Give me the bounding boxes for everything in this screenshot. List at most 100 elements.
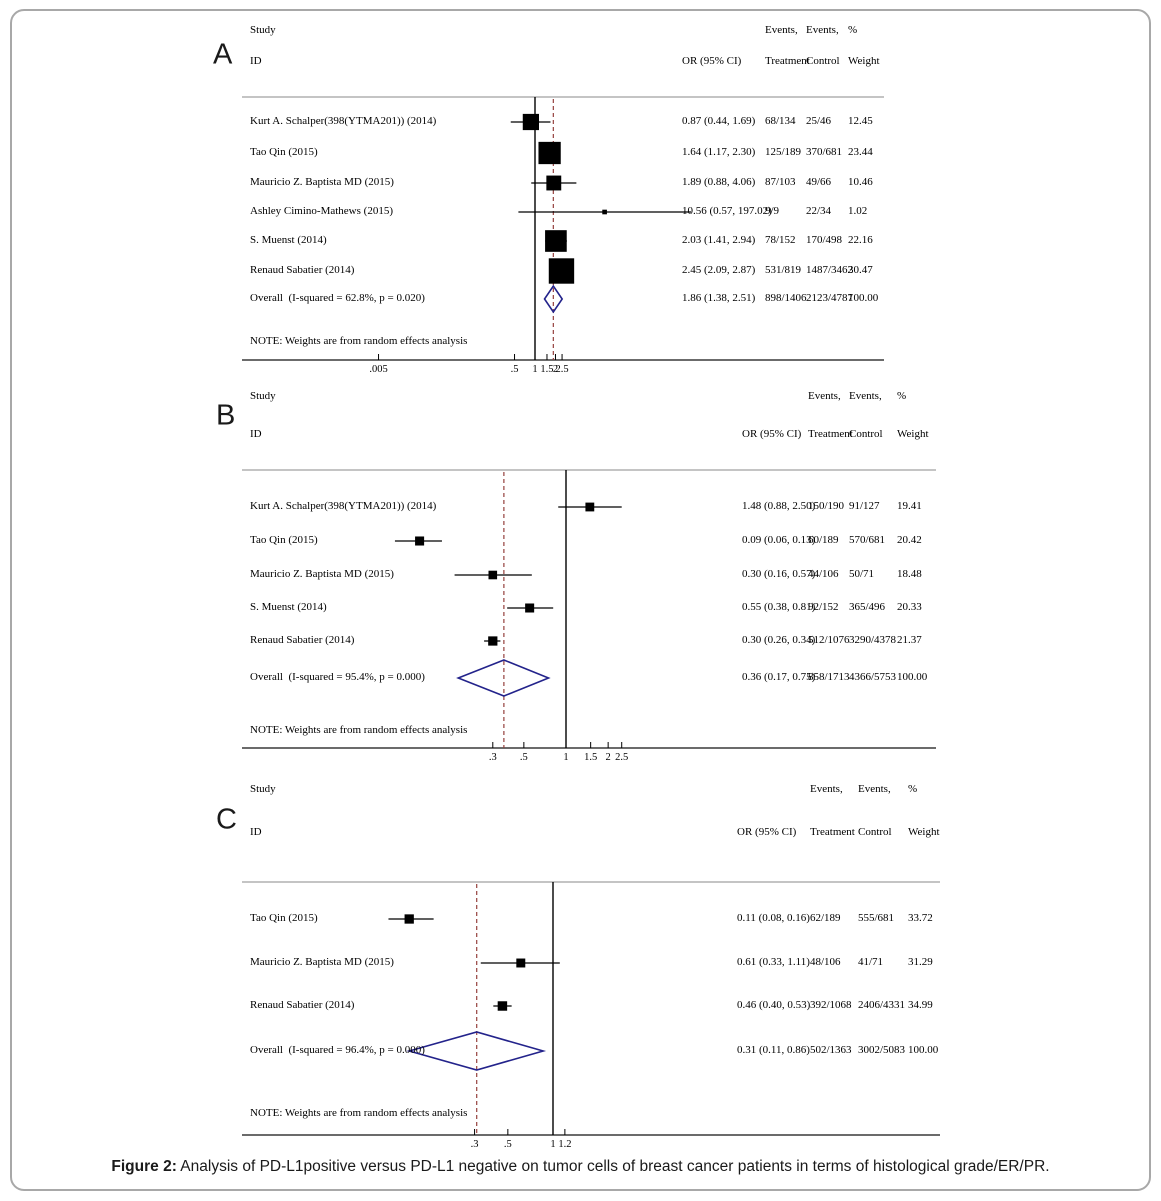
- events-control-value: 1487/3462: [806, 263, 854, 276]
- axis-tick-label: 1: [532, 364, 538, 375]
- figure-border: [10, 9, 1151, 1191]
- weight-value: 10.46: [848, 175, 873, 188]
- or-ci-value: 0.87 (0.44, 1.69): [682, 114, 756, 127]
- col-header-weight: Weight: [848, 54, 880, 67]
- study-label: Renaud Sabatier (2014): [250, 263, 355, 276]
- effect-square: [602, 209, 607, 215]
- or-ci-value: 0.11 (0.08, 0.16): [737, 911, 810, 924]
- random-effects-note: NOTE: Weights are from random effects an…: [250, 1106, 468, 1119]
- axis-tick-label: .3: [488, 752, 497, 763]
- events-treatment-value: 150/190: [808, 499, 845, 512]
- col-header-percent: %: [908, 782, 918, 795]
- events-control-value: 555/681: [858, 911, 895, 924]
- or-ci-value: 1.89 (0.88, 4.06): [682, 175, 756, 188]
- or-ci-value: 0.46 (0.40, 0.53): [737, 998, 811, 1011]
- effect-square: [546, 175, 562, 191]
- or-ci-value: 0.30 (0.16, 0.57): [742, 567, 816, 580]
- study-label: Mauricio Z. Baptista MD (2015): [250, 175, 394, 188]
- overall-events-control-value: 3002/5083: [858, 1043, 906, 1056]
- overall-or-ci-value: 0.31 (0.11, 0.86): [737, 1043, 810, 1056]
- col-header-treatment: Treatment: [810, 825, 855, 838]
- events-control-value: 170/498: [806, 233, 843, 246]
- events-treatment-value: 44/106: [808, 567, 839, 580]
- axis-tick-label: 1.2: [558, 1139, 572, 1150]
- overall-events-treatment-value: 898/1406: [765, 291, 807, 304]
- weight-value: 18.48: [897, 567, 922, 580]
- col-header-percent: %: [897, 389, 907, 402]
- events-treatment-value: 60/189: [808, 533, 839, 546]
- events-treatment-value: 9/9: [765, 204, 780, 217]
- col-header-or-ci: OR (95% CI): [737, 825, 797, 838]
- col-header-or-ci: OR (95% CI): [742, 427, 802, 440]
- col-header-treatment: Treatment: [808, 427, 853, 440]
- col-header-study: Study: [250, 389, 276, 402]
- or-ci-value: 1.48 (0.88, 2.50): [742, 499, 816, 512]
- panel-label: B: [216, 399, 236, 432]
- events-treatment-value: 87/103: [765, 175, 796, 188]
- overall-events-treatment-value: 502/1363: [810, 1043, 852, 1056]
- study-label: Mauricio Z. Baptista MD (2015): [250, 567, 394, 580]
- axis-tick-label: 1.5: [540, 364, 554, 375]
- overall-diamond: [456, 659, 551, 697]
- or-ci-value: 10.56 (0.57, 197.02): [682, 204, 772, 217]
- events-treatment-value: 68/134: [765, 114, 796, 127]
- col-header-events-treatment: Events,: [765, 23, 798, 36]
- overall-label: Overall (I-squared = 62.8%, p = 0.020): [250, 291, 425, 304]
- effect-square: [538, 141, 561, 165]
- overall-label: Overall (I-squared = 95.4%, p = 0.000): [250, 670, 425, 683]
- events-control-value: 3290/4378: [849, 633, 897, 646]
- random-effects-note: NOTE: Weights are from random effects an…: [250, 723, 468, 736]
- or-ci-value: 0.09 (0.06, 0.13): [742, 533, 816, 546]
- figure-caption: Figure 2: Analysis of PD-L1positive vers…: [0, 1158, 1161, 1176]
- events-treatment-value: 125/189: [765, 145, 802, 158]
- weight-value: 31.29: [908, 955, 933, 968]
- study-label: S. Muenst (2014): [250, 233, 327, 246]
- effect-square: [548, 258, 575, 284]
- events-treatment-value: 62/189: [810, 911, 841, 924]
- overall-events-treatment-value: 858/1713: [808, 670, 850, 683]
- col-header-events-control: Events,: [849, 389, 882, 402]
- weight-value: 21.37: [897, 633, 922, 646]
- or-ci-value: 0.61 (0.33, 1.11): [737, 955, 810, 968]
- effect-square: [585, 502, 595, 512]
- events-control-value: 49/66: [806, 175, 832, 188]
- study-label: Kurt A. Schalper(398(YTMA201)) (2014): [250, 499, 437, 512]
- weight-value: 22.16: [848, 233, 873, 246]
- events-treatment-value: 531/819: [765, 263, 802, 276]
- col-header-weight: Weight: [908, 825, 940, 838]
- events-control-value: 25/46: [806, 114, 832, 127]
- study-label: Ashley Cimino-Mathews (2015): [250, 204, 393, 217]
- study-label: S. Muenst (2014): [250, 600, 327, 613]
- or-ci-value: 1.64 (1.17, 2.30): [682, 145, 756, 158]
- study-label: Mauricio Z. Baptista MD (2015): [250, 955, 394, 968]
- axis-tick-label: 2.5: [555, 364, 569, 375]
- weight-value: 33.72: [908, 911, 933, 924]
- col-header-percent: %: [848, 23, 858, 36]
- weight-value: 20.33: [897, 600, 922, 613]
- col-header-id: ID: [250, 54, 262, 67]
- overall-or-ci-value: 1.86 (1.38, 2.51): [682, 291, 756, 304]
- axis-tick-label: 1.5: [584, 752, 598, 763]
- events-treatment-value: 512/1076: [808, 633, 850, 646]
- overall-or-ci-value: 0.36 (0.17, 0.75): [742, 670, 816, 683]
- or-ci-value: 2.45 (2.09, 2.87): [682, 263, 756, 276]
- or-ci-value: 0.30 (0.26, 0.34): [742, 633, 816, 646]
- col-header-control: Control: [858, 825, 892, 838]
- study-label: Tao Qin (2015): [250, 533, 318, 546]
- overall-weight-value: 100.00: [908, 1043, 939, 1056]
- axis-tick-label: .5: [503, 1139, 512, 1150]
- weight-value: 20.42: [897, 533, 922, 546]
- events-treatment-value: 48/106: [810, 955, 841, 968]
- panel-label: A: [213, 38, 233, 71]
- effect-square: [497, 1001, 508, 1011]
- or-ci-value: 2.03 (1.41, 2.94): [682, 233, 756, 246]
- effect-square: [488, 570, 498, 580]
- panel-label: C: [216, 803, 237, 836]
- study-label: Tao Qin (2015): [250, 911, 318, 924]
- weight-value: 34.99: [908, 998, 933, 1011]
- weight-value: 19.41: [897, 499, 922, 512]
- overall-weight-value: 100.00: [897, 670, 928, 683]
- axis-tick-label: .005: [369, 364, 388, 375]
- col-header-id: ID: [250, 825, 262, 838]
